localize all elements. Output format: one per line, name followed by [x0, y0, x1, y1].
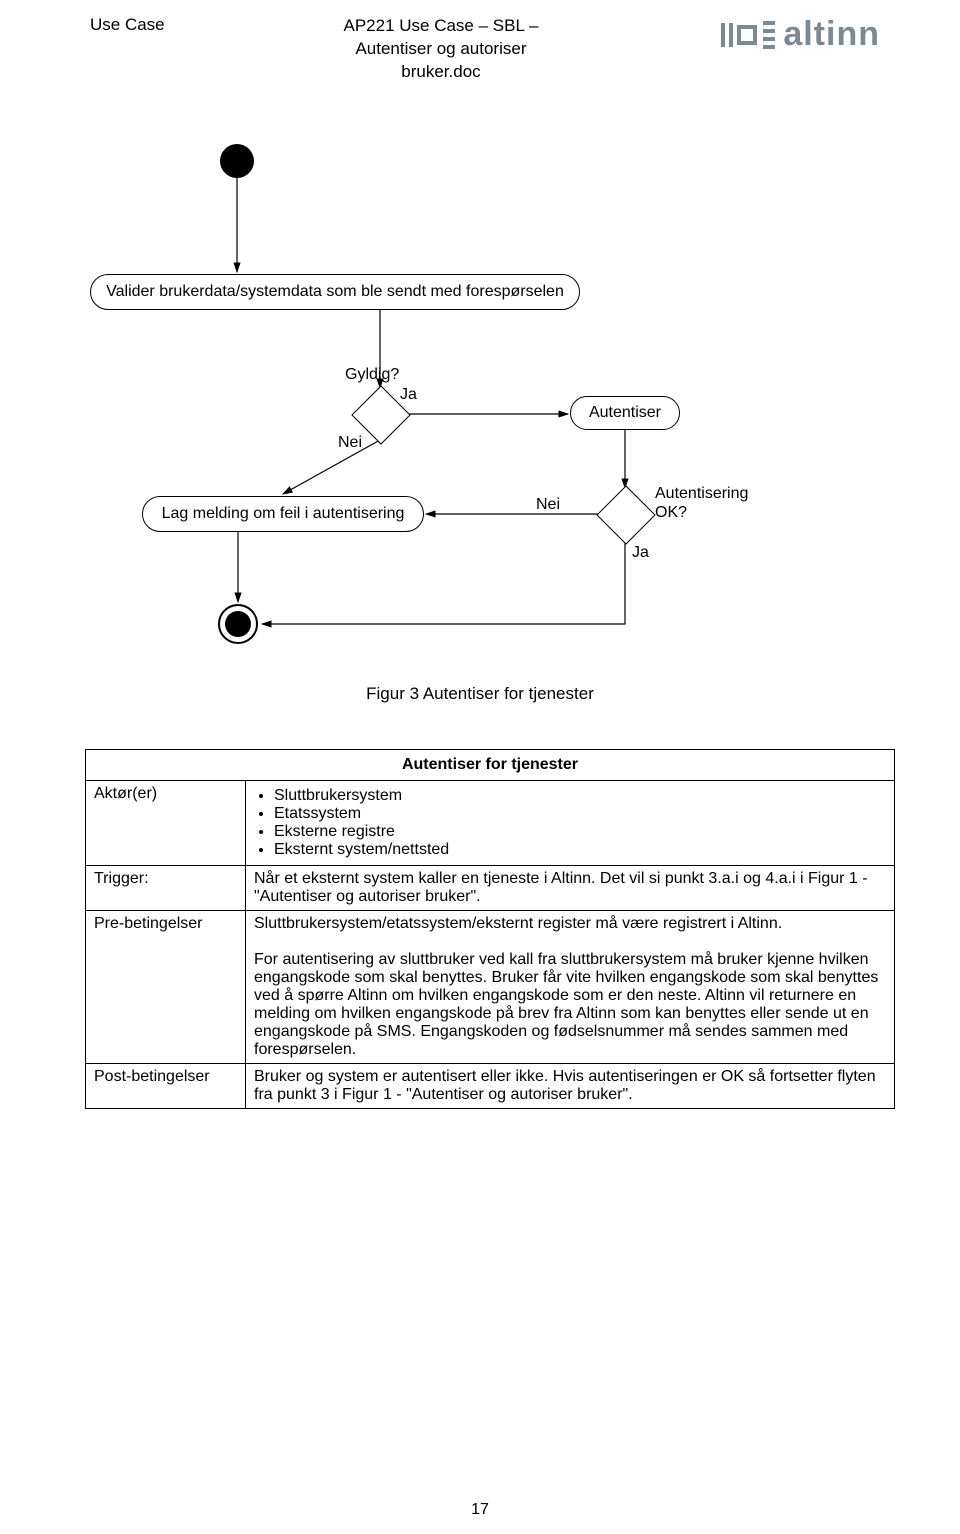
table-row: Trigger: Når et eksternt system kaller e…	[86, 865, 895, 910]
activity-authenticate: Autentiser	[570, 396, 680, 430]
table-row: Post-betingelser Bruker og system er aut…	[86, 1063, 895, 1108]
pre-para1: Sluttbrukersystem/etatssystem/eksternt r…	[254, 915, 886, 933]
row-label-pre: Pre-betingelser	[86, 910, 246, 1063]
activity-validate-text: Valider brukerdata/systemdata som ble se…	[106, 283, 564, 301]
start-node	[220, 144, 254, 178]
use-case-table: Autentiser for tjenester Aktør(er) Slutt…	[85, 749, 895, 1109]
list-item: Sluttbrukersystem	[274, 787, 886, 805]
decision1-no: Nei	[338, 434, 362, 452]
row-value-trigger: Når et eksternt system kaller en tjenest…	[246, 865, 895, 910]
row-value-aktor: Sluttbrukersystem Etatssystem Eksterne r…	[246, 780, 895, 865]
header-left: Use Case	[90, 15, 165, 35]
decision2-yes: Ja	[632, 544, 649, 562]
header-logo: altinn	[717, 15, 880, 54]
altinn-logo-icon	[717, 17, 777, 53]
altinn-logo-text: altinn	[783, 15, 880, 54]
table-row: Aktør(er) Sluttbrukersystem Etatssystem …	[86, 780, 895, 865]
header-center-line1: AP221 Use Case – SBL –	[343, 16, 538, 35]
row-label-trigger: Trigger:	[86, 865, 246, 910]
row-value-pre: Sluttbrukersystem/etatssystem/eksternt r…	[246, 910, 895, 1063]
row-value-post: Bruker og system er autentisert eller ik…	[246, 1063, 895, 1108]
header-center-line3: bruker.doc	[401, 62, 480, 81]
table-row: Pre-betingelser Sluttbrukersystem/etatss…	[86, 910, 895, 1063]
table-title: Autentiser for tjenester	[86, 749, 895, 780]
header-center: AP221 Use Case – SBL – Autentiser og aut…	[343, 15, 538, 84]
activity-diagram: Valider brukerdata/systemdata som ble se…	[90, 144, 890, 684]
activity-validate: Valider brukerdata/systemdata som ble se…	[90, 274, 580, 310]
decision2-label: Autentisering OK?	[655, 484, 748, 522]
activity-authenticate-text: Autentiser	[589, 404, 661, 422]
activity-error-message: Lag melding om feil i autentisering	[142, 496, 424, 532]
list-item: Eksternt system/nettsted	[274, 841, 886, 859]
end-node-inner	[225, 611, 251, 637]
page-number: 17	[0, 1501, 960, 1519]
list-item: Etatssystem	[274, 805, 886, 823]
pre-para2: For autentisering av sluttbruker ved kal…	[254, 951, 886, 1059]
decision1-yes: Ja	[400, 386, 417, 404]
figure-caption: Figur 3 Autentiser for tjenester	[0, 684, 960, 704]
decision1-label: Gyldig?	[345, 366, 399, 384]
list-item: Eksterne registre	[274, 823, 886, 841]
header-center-line2: Autentiser og autoriser	[355, 39, 526, 58]
decision2-label-line2: OK?	[655, 504, 687, 521]
page-header: Use Case AP221 Use Case – SBL – Autentis…	[0, 0, 960, 94]
row-label-aktor: Aktør(er)	[86, 780, 246, 865]
activity-error-text: Lag melding om feil i autentisering	[162, 505, 405, 523]
decision2-label-line1: Autentisering	[655, 485, 748, 502]
decision2-no: Nei	[536, 496, 560, 514]
end-node	[218, 604, 258, 644]
row-label-post: Post-betingelser	[86, 1063, 246, 1108]
diagram-edges	[90, 144, 890, 684]
